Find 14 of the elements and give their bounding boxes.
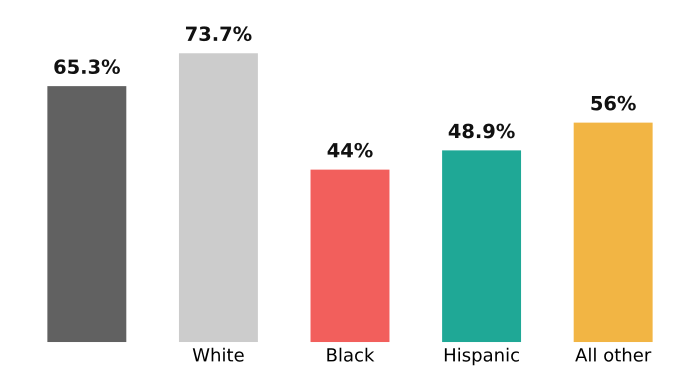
x-tick-label: All other <box>575 348 652 362</box>
data-label: 73.7% <box>186 26 252 42</box>
data-label: 65.3% <box>54 59 120 74</box>
bar <box>574 122 653 342</box>
data-label: 48.9% <box>448 124 515 138</box>
bar <box>47 86 126 342</box>
x-tick-label: White <box>192 348 244 362</box>
x-tick-label: Hispanic <box>444 348 519 366</box>
data-label: 44% <box>328 142 373 158</box>
x-tick-label: Black <box>327 348 374 362</box>
bar <box>442 150 522 342</box>
bar <box>310 170 390 342</box>
data-label: 56% <box>591 96 636 110</box>
bar <box>178 53 258 342</box>
